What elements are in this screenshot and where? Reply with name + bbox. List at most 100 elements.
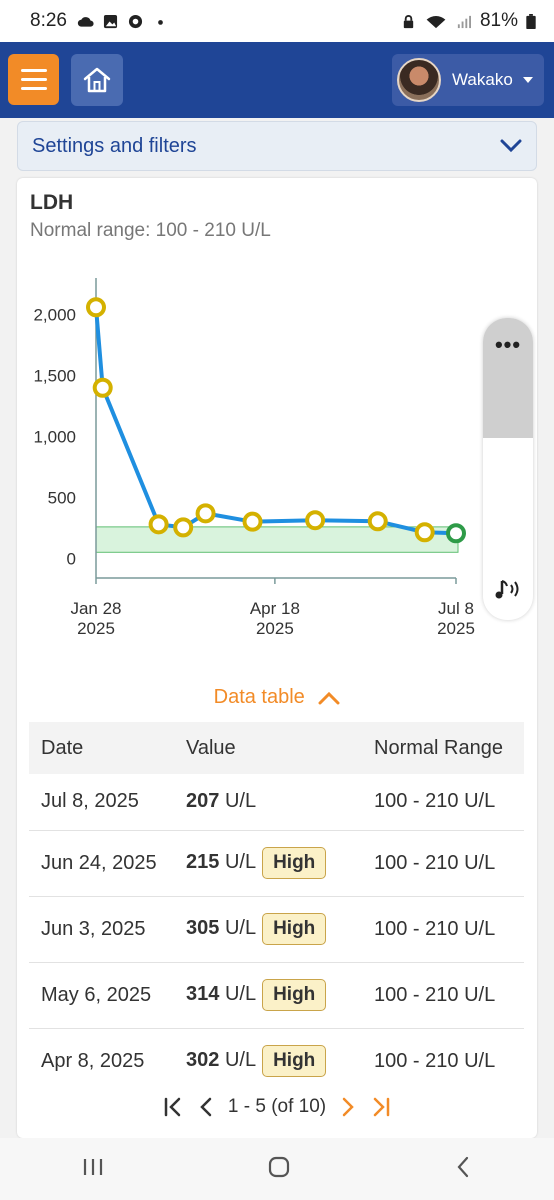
first-page-icon (164, 1097, 181, 1117)
hamburger-line (20, 87, 47, 90)
table-row: Apr 8, 2025 302 U/L High 100 - 210 U/L (29, 1028, 524, 1094)
normal-range-subtitle: Normal range: 100 - 210 U/L (30, 220, 271, 241)
back-button[interactable] (453, 1155, 473, 1184)
image-icon (103, 14, 118, 28)
table-row: May 6, 2025 314 U/L High 100 - 210 U/L (29, 962, 524, 1029)
cell-value: 302 U/L High (174, 1028, 362, 1094)
chevron-left-icon (200, 1097, 212, 1117)
previous-page-button[interactable] (198, 1096, 214, 1118)
cell-value: 207 U/L (174, 774, 362, 831)
column-header-value: Value (174, 722, 362, 774)
data-point (242, 511, 263, 532)
value-unit: U/L (224, 983, 257, 1005)
home-icon (83, 67, 111, 93)
next-page-button[interactable] (340, 1096, 356, 1118)
value-number: 314 (186, 983, 220, 1005)
home-nav-button[interactable] (267, 1155, 291, 1184)
wifi-icon (426, 15, 446, 28)
first-page-button[interactable] (162, 1096, 184, 1118)
data-table-toggle-label: Data table (213, 686, 305, 708)
cell-date: Jun 3, 2025 (29, 896, 174, 963)
y-tick-label: 500 (48, 489, 76, 508)
cell-date: Jun 24, 2025 (29, 830, 174, 897)
user-menu-button[interactable]: Wakako (392, 54, 544, 106)
cell-date: Jul 8, 2025 (29, 774, 174, 831)
cell-range: 100 - 210 U/L (362, 830, 524, 897)
value-number: 302 (186, 1049, 220, 1072)
data-point (173, 517, 194, 538)
settings-filters-label: Settings and filters (32, 134, 197, 157)
series-line (94, 307, 457, 536)
app-header: Wakako (0, 42, 554, 118)
high-flag-badge: High (262, 847, 327, 879)
high-flag-badge: High (262, 913, 327, 945)
pagination: 1 - 5 (of 10) (17, 1096, 537, 1118)
cell-value: 314 U/L High (174, 962, 362, 1029)
x-tick-label: Jan 28 (70, 599, 121, 618)
recent-apps-button[interactable] (81, 1157, 105, 1182)
menu-button[interactable] (8, 54, 59, 105)
value-number: 305 (186, 917, 220, 939)
value-unit: U/L (224, 851, 257, 873)
high-flag-badge: High (262, 979, 327, 1011)
pagination-label: 1 - 5 (of 10) (227, 1096, 327, 1117)
y-tick-label: 1,000 (33, 428, 76, 447)
status-right: 81% (400, 10, 536, 32)
data-point (195, 503, 216, 524)
chrome-icon (128, 14, 143, 28)
username: Wakako (452, 70, 513, 89)
sound-music-icon (495, 580, 519, 599)
recent-apps-icon (83, 1158, 103, 1175)
card-title: LDH (30, 191, 74, 214)
android-nav-bar (0, 1138, 554, 1200)
hamburger-line (20, 78, 47, 81)
status-time: 8:26 (30, 10, 67, 31)
cloud-icon (77, 16, 94, 27)
x-tick-label: Apr 18 (250, 599, 300, 618)
chevron-right-icon (342, 1097, 354, 1117)
lock-icon (403, 14, 414, 28)
value-unit: U/L (224, 917, 257, 939)
cell-range: 100 - 210 U/L (362, 774, 524, 831)
cell-range: 100 - 210 U/L (362, 962, 524, 1029)
home-button[interactable] (71, 54, 123, 106)
value-unit: U/L (224, 790, 257, 813)
chart-side-control: ••• (483, 318, 533, 620)
x-tick-label: Jul 8 (438, 599, 474, 618)
x-tick-label-year: 2025 (256, 619, 294, 638)
sound-button[interactable] (494, 577, 522, 606)
high-flag-badge: High (262, 1045, 327, 1078)
settings-filters-toggle[interactable]: Settings and filters (17, 121, 537, 171)
column-header-date: Date (29, 722, 174, 774)
value-number: 207 (186, 790, 220, 813)
last-page-button[interactable] (370, 1096, 392, 1118)
last-page-icon (373, 1097, 390, 1117)
data-point (92, 377, 113, 398)
signal-icon (457, 15, 471, 28)
data-point (86, 297, 106, 318)
battery-icon (526, 13, 536, 29)
data-table-toggle[interactable]: Data table (17, 686, 537, 709)
table-row: Jun 3, 2025 305 U/L High 100 - 210 U/L (29, 896, 524, 963)
cell-value: 215 U/L High (174, 830, 362, 897)
dot-icon (158, 19, 163, 25)
y-tick-label: 1,500 (33, 367, 76, 386)
data-point (305, 510, 326, 531)
cell-date: May 6, 2025 (29, 962, 174, 1029)
data-table: Date Value Normal Range Jul 8, 2025 207 … (29, 722, 524, 1094)
data-point (446, 523, 466, 544)
data-point (414, 522, 435, 543)
avatar (397, 58, 441, 102)
table-header-row: Date Value Normal Range (29, 722, 524, 774)
chevron-up-icon (318, 691, 340, 705)
lab-result-card: LDH Normal range: 100 - 210 U/L 2,000 1,5… (17, 178, 537, 1138)
more-options-button[interactable]: ••• (483, 318, 533, 438)
status-bar: 8:26 81% (0, 0, 554, 42)
value-unit: U/L (224, 1049, 257, 1072)
table-row: Jul 8, 2025 207 U/L 100 - 210 U/L (29, 774, 524, 831)
status-notification-icons (77, 14, 169, 29)
cell-value: 305 U/L High (174, 896, 362, 963)
back-chevron-icon (457, 1156, 469, 1177)
data-point (367, 511, 388, 532)
